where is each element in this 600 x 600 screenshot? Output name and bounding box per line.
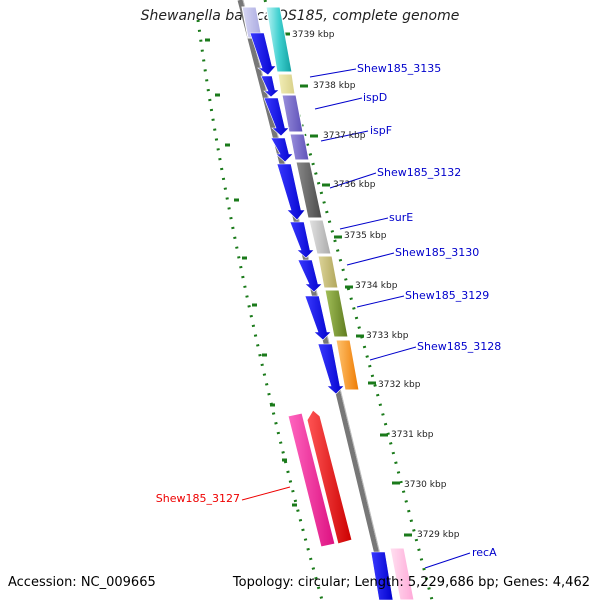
gene-block-slate-1 — [281, 94, 304, 133]
tick-label: 3729 kbp — [417, 530, 460, 540]
cds-arrow — [289, 221, 315, 259]
gene-label-shew185-3127[interactable]: Shew185_3127 — [156, 492, 240, 505]
tick-label: 3737 kbp — [323, 131, 366, 141]
gene-label-shew185-3129[interactable]: Shew185_3129 — [405, 289, 489, 302]
right-tick-marks — [282, 32, 412, 537]
cds-arrow — [297, 259, 323, 293]
gene-block-pale-pink — [389, 547, 415, 600]
gene-label-shew185-3132[interactable]: Shew185_3132 — [377, 166, 461, 179]
gene-block-tan — [317, 255, 339, 289]
cds-arrow — [276, 163, 306, 221]
tick-label: 3735 kbp — [344, 231, 387, 241]
gene-label-ispf[interactable]: ispF — [370, 124, 392, 137]
cds-arrows — [249, 32, 394, 600]
cds-arrow — [317, 343, 345, 395]
cds-arrow — [263, 97, 290, 137]
tick-label: 3731 kbp — [391, 430, 434, 440]
tick-label: 3732 kbp — [378, 380, 421, 390]
tick-label: 3738 kbp — [313, 81, 356, 91]
tick-label: 3730 kbp — [404, 480, 447, 490]
genome-summary-text: Topology: circular; Length: 5,229,686 bp… — [232, 575, 590, 590]
gene-labels: Shew185_3135 ispD ispF Shew185_3132 surE… — [156, 62, 501, 559]
tick-label: 3734 kbp — [355, 281, 398, 291]
outer-dotted-track — [196, 19, 324, 600]
tick-label: 3733 kbp — [366, 331, 409, 341]
gene-label-sure[interactable]: surE — [389, 211, 413, 224]
gene-block-lightgray — [308, 219, 332, 255]
tick-label: 3739 kbp — [292, 30, 335, 40]
map-title: Shewanella baltica OS185, complete genom… — [140, 8, 460, 24]
gene-block-olive — [324, 289, 349, 338]
gene-label-shew185-3128[interactable]: Shew185_3128 — [417, 340, 501, 353]
gene-block-orange — [335, 339, 360, 391]
left-tick-marks — [205, 38, 297, 507]
cds-arrow — [260, 75, 280, 98]
gene-block-darkgray — [295, 161, 323, 219]
gene-label-reca[interactable]: recA — [472, 546, 497, 559]
cds-arrow-reca — [370, 551, 394, 600]
cog-blocks — [241, 6, 415, 600]
rna-block-pink — [287, 412, 336, 548]
gene-block-khaki — [277, 73, 296, 95]
accession-text: Accession: NC_009665 — [8, 575, 156, 590]
kbp-labels: 3739 kbp 3738 kbp 3737 kbp 3736 kbp 3735… — [292, 30, 460, 540]
label-leaders — [241, 68, 471, 569]
inner-dotted-track — [263, 0, 434, 600]
cds-arrow — [270, 137, 294, 163]
gene-label-ispd[interactable]: ispD — [363, 91, 387, 104]
gene-block-cyan — [265, 6, 293, 73]
gene-block-slate-2 — [289, 133, 310, 161]
cds-arrow — [249, 32, 277, 76]
cds-arrow — [304, 295, 332, 341]
cds-arrow-red — [306, 409, 353, 545]
tick-label: 3736 kbp — [333, 180, 376, 190]
gene-label-shew185-3135[interactable]: Shew185_3135 — [357, 62, 441, 75]
gene-label-shew185-3130[interactable]: Shew185_3130 — [395, 246, 479, 259]
feature-shew185-3127 — [287, 409, 353, 548]
